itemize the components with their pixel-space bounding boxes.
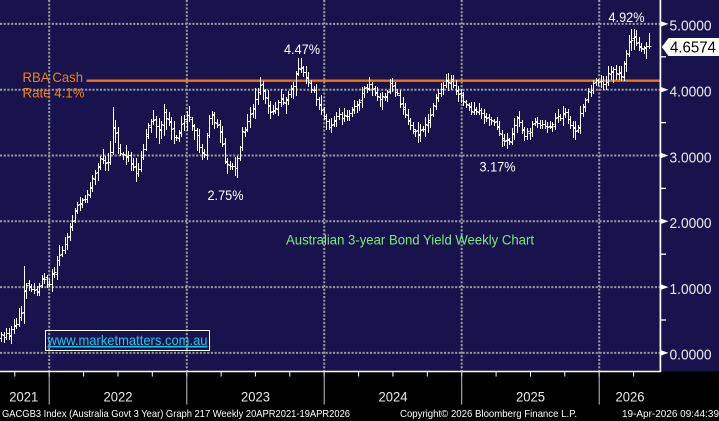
svg-text:2022: 2022: [104, 389, 133, 405]
svg-text:RBA Cash: RBA Cash: [23, 69, 84, 85]
svg-text:2.75%: 2.75%: [208, 187, 244, 203]
svg-text:1.0000: 1.0000: [670, 281, 712, 298]
svg-text:Rate 4.1%: Rate 4.1%: [23, 85, 85, 101]
svg-text:5.0000: 5.0000: [670, 18, 712, 35]
svg-text:4.92%: 4.92%: [609, 9, 645, 25]
svg-text:2.0000: 2.0000: [670, 215, 712, 232]
svg-text:Copyright© 2026 Bloomberg Fina: Copyright© 2026 Bloomberg Finance L.P.: [400, 408, 577, 420]
svg-text:4.6574: 4.6574: [670, 40, 716, 57]
svg-text:2024: 2024: [379, 389, 408, 405]
svg-text:2025: 2025: [516, 389, 545, 405]
svg-text:3.17%: 3.17%: [480, 159, 516, 175]
svg-text:GACGB3 Index (Australia Govt 3: GACGB3 Index (Australia Govt 3 Year) Gra…: [2, 408, 350, 420]
svg-text:4.47%: 4.47%: [284, 41, 320, 57]
svg-text:4.0000: 4.0000: [670, 84, 712, 101]
svg-text:2023: 2023: [241, 389, 270, 405]
svg-text:www.marketmatters.com.au: www.marketmatters.com.au: [47, 332, 208, 348]
svg-text:2021: 2021: [9, 389, 38, 405]
svg-text:0.0000: 0.0000: [670, 347, 712, 364]
svg-text:3.0000: 3.0000: [670, 149, 712, 166]
svg-text:19-Apr-2026 09:44:39: 19-Apr-2026 09:44:39: [622, 408, 719, 420]
svg-text:Australian 3-year Bond Yield W: Australian 3-year Bond Yield Weekly Char…: [286, 233, 534, 248]
svg-text:2026: 2026: [616, 389, 645, 405]
